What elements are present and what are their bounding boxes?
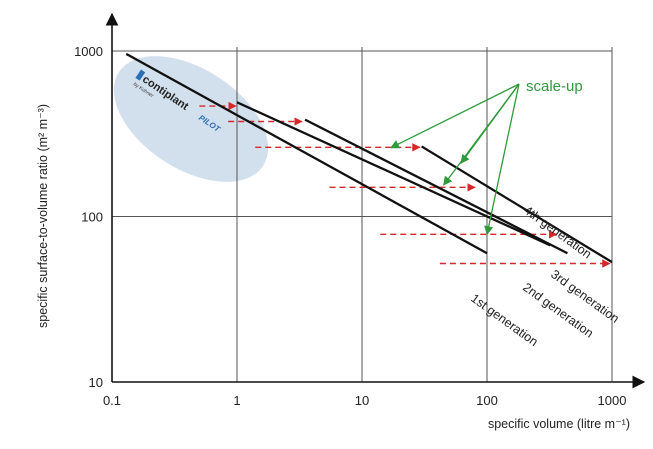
generation-line: [125, 52, 488, 255]
generation-line: [421, 145, 613, 264]
y-tick-label: 100: [81, 210, 103, 225]
grid-layer: [112, 47, 613, 382]
series-layer: [125, 52, 613, 264]
x-axis-title: specific volume (litre m⁻¹): [488, 417, 630, 431]
scale-up-pointer: [484, 83, 520, 236]
y-axis-title: specific surface-to-volume ratio (m² m⁻³…: [36, 104, 50, 328]
scale-up-pointer: [389, 83, 520, 149]
x-tick-label: 0.1: [103, 393, 121, 408]
axis-layer: 0.1 1 10 100 1000 10 100 1000 specific volume (l…: [36, 12, 646, 431]
scale-up-pointer: [460, 83, 520, 164]
generation-line: [236, 101, 551, 247]
ellipse-layer: [113, 56, 269, 182]
x-tick-label: 100: [476, 393, 498, 408]
x-tick-label: 1: [233, 393, 240, 408]
x-tick-label: 10: [355, 393, 369, 408]
annotation-layer: scale-up: [389, 78, 583, 236]
y-tick-label: 10: [89, 375, 103, 390]
logo-mark: [135, 69, 146, 81]
x-tick-label: 1000: [598, 393, 627, 408]
y-tick-label: 1000: [74, 44, 103, 59]
scale-up-annotation: scale-up: [526, 78, 583, 95]
logo-backdrop-ellipse: [113, 56, 269, 182]
generation-line: [304, 118, 568, 255]
